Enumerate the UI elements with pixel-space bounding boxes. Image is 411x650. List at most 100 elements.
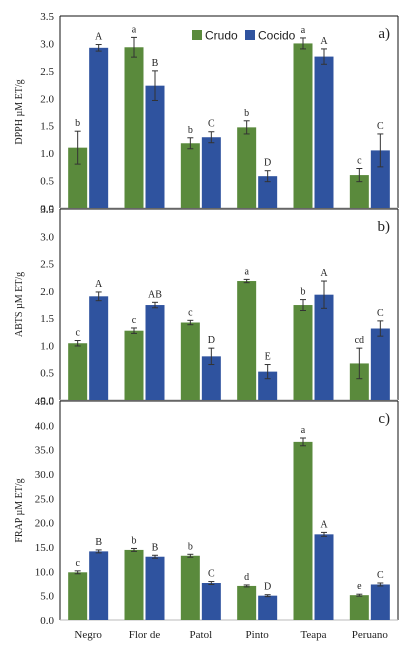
significance-label: b <box>132 535 137 546</box>
significance-label: b <box>188 125 193 136</box>
bar-crudo-flor-de <box>124 330 144 400</box>
y-tick-label: 15.0 <box>35 542 55 554</box>
y-axis-title: ABTS µM ET/g <box>14 272 25 337</box>
significance-label: C <box>208 569 215 580</box>
bar-crudo-pinto <box>237 281 257 400</box>
legend-label: Cocido <box>258 29 296 43</box>
x-tick-label: Negro <box>74 629 102 641</box>
y-tick-label: 35.0 <box>35 445 55 457</box>
significance-label: a <box>301 25 306 36</box>
significance-label: A <box>320 36 328 47</box>
bar-cocido-negro <box>89 47 109 209</box>
bar-crudo-pinto <box>237 585 257 620</box>
bar-cocido-negro <box>89 551 109 620</box>
significance-label: A <box>95 32 103 43</box>
bar-cocido-patol <box>201 137 221 208</box>
y-axis-title: DPPH µM ET/g <box>14 79 25 144</box>
legend: Crudo Cocido <box>192 29 296 43</box>
significance-label: c <box>132 315 137 326</box>
significance-label: b <box>75 118 80 129</box>
bar-crudo-teapa <box>293 305 313 400</box>
bar-cocido-pinto <box>258 176 278 208</box>
bar-cocido-negro <box>89 296 109 400</box>
x-tick-label: Flor de <box>129 629 161 641</box>
y-tick-label: 0.5 <box>40 176 54 188</box>
y-tick-label: 1.5 <box>40 313 54 325</box>
y-tick-label: 3.5 <box>40 11 54 23</box>
significance-label: A <box>320 268 328 279</box>
bar-cocido-teapa <box>314 294 334 400</box>
panel-label: c) <box>378 411 390 427</box>
panel-label: b) <box>378 219 391 235</box>
bar-crudo-peruano <box>349 363 369 400</box>
significance-label: a <box>132 24 137 35</box>
y-tick-label: 1.5 <box>40 121 54 133</box>
significance-label: D <box>264 158 271 169</box>
bar-cocido-pinto <box>258 371 278 400</box>
x-tick-label: Pinto <box>246 629 270 641</box>
bar-cocido-flor-de <box>145 85 165 208</box>
bar-cocido-pinto <box>258 595 278 620</box>
significance-label: A <box>320 519 328 530</box>
bar-crudo-peruano <box>349 175 369 208</box>
bar-cocido-flor-de <box>145 556 165 620</box>
significance-label: B <box>95 537 102 548</box>
significance-label: D <box>264 582 271 593</box>
y-tick-label: 45.0 <box>35 396 55 408</box>
bar-crudo-negro <box>68 343 88 400</box>
bar-cocido-peruano <box>370 150 390 208</box>
significance-label: e <box>357 581 362 592</box>
bar-crudo-flor-de <box>124 47 144 208</box>
y-tick-label: 25.0 <box>35 493 55 505</box>
y-tick-label: 2.5 <box>40 259 54 271</box>
significance-label: B <box>152 58 159 69</box>
y-tick-label: 20.0 <box>35 518 55 530</box>
y-tick-label: 0.5 <box>40 368 54 380</box>
significance-label: a <box>301 425 306 436</box>
y-tick-label: 2.0 <box>40 93 54 105</box>
y-tick-label: 0.0 <box>40 203 54 215</box>
bar-crudo-pinto <box>237 127 257 208</box>
x-tick-label: Teapa <box>300 629 326 641</box>
bar-crudo-teapa <box>293 441 313 620</box>
significance-label: B <box>152 542 159 553</box>
y-tick-label: 30.0 <box>35 469 55 481</box>
y-tick-label: 1.0 <box>40 340 54 352</box>
significance-label: cd <box>355 335 364 346</box>
y-axis-title: FRAP µM ET/g <box>14 478 25 542</box>
y-tick-label: 40.0 <box>35 420 55 432</box>
significance-label: c <box>357 156 362 167</box>
bar-crudo-patol <box>180 322 200 400</box>
y-tick-label: 0.0 <box>40 395 54 407</box>
significance-label: C <box>208 119 215 130</box>
bar-crudo-negro <box>68 147 88 208</box>
significance-label: b <box>188 541 193 552</box>
chart-panel-1: 0.0 0.5 1.0 1.5 2.0 2.5 3.0 3.5 DPPH µM ET/g a) b A… <box>14 11 399 215</box>
bar-crudo-teapa <box>293 43 313 208</box>
y-tick-label: 2.0 <box>40 286 54 298</box>
y-tick-label: 2.5 <box>40 66 54 78</box>
significance-label: d <box>244 572 249 583</box>
significance-label: b <box>244 108 249 119</box>
bar-cocido-teapa <box>314 56 334 208</box>
bar-cocido-peruano <box>370 584 390 620</box>
y-tick-label: 5.0 <box>40 591 54 603</box>
significance-label: C <box>377 308 384 319</box>
bar-cocido-teapa <box>314 534 334 620</box>
x-tick-label: Peruano <box>352 629 389 641</box>
legend-label: Crudo <box>205 29 238 43</box>
chart-panel-3: 0.0 5.0 10.0 15.0 20.0 25.0 30.0 35.0 40.0 45.0 FR… <box>14 396 399 641</box>
bar-cocido-patol <box>201 356 221 400</box>
bar-crudo-peruano <box>349 595 369 620</box>
significance-label: D <box>208 335 215 346</box>
chart-panel-2: 0.0 0.5 1.0 1.5 2.0 2.5 3.0 3.5 ABTS µM ET/g b) c A… <box>14 204 399 407</box>
significance-label: b <box>301 287 306 298</box>
significance-label: C <box>377 570 384 581</box>
significance-label: a <box>244 266 249 277</box>
significance-label: A <box>95 279 103 290</box>
bar-crudo-patol <box>180 143 200 208</box>
significance-label: c <box>75 328 80 339</box>
bar-cocido-flor-de <box>145 305 165 400</box>
bar-crudo-flor-de <box>124 549 144 620</box>
